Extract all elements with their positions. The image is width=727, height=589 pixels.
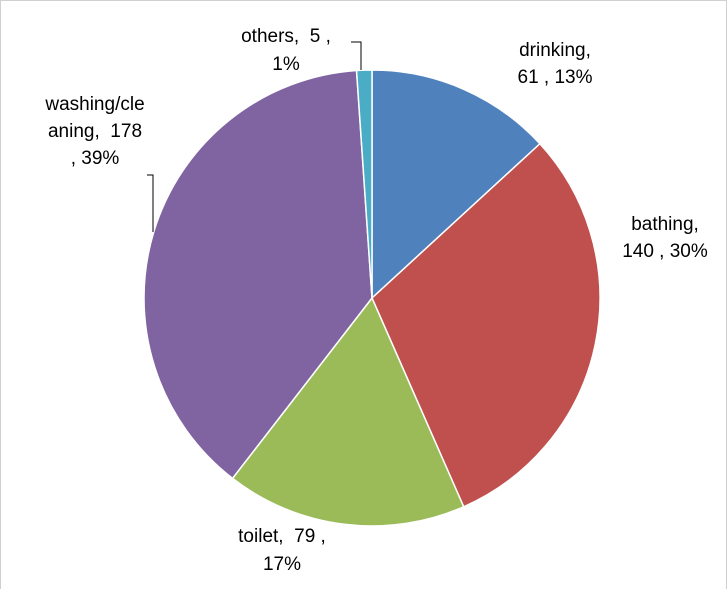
data-label-line: 1% (272, 54, 300, 75)
data-label-line: aning, 178 (48, 121, 142, 142)
data-label-bathing: bathing, 140 , 30% (622, 214, 708, 262)
data-label-washing-cleaning: washing/cle aning, 178 , 39% (44, 94, 144, 169)
pie-slice-others (355, 69, 373, 299)
data-label-line: others, 5 , (241, 26, 331, 47)
leader-line-others (351, 41, 362, 70)
data-label-line: washing/cle (44, 94, 144, 115)
leader-lines (147, 41, 362, 232)
data-label-toilet: toilet, 79 , 17% (238, 526, 326, 575)
data-label-line: 61 , 13% (518, 67, 593, 88)
data-label-line: 140 , 30% (622, 241, 708, 262)
data-label-others: others, 5 , 1% (241, 26, 331, 75)
pie-slice-toilet (231, 297, 465, 527)
pie-slice-washing-cleaning (143, 69, 373, 480)
data-labels: drinking, 61 , 13% bathing, 140 , 30% toilet… (44, 26, 708, 575)
pie-slices (143, 69, 601, 527)
data-label-drinking: drinking, 61 , 13% (518, 40, 593, 88)
pie-slice-bathing (371, 143, 601, 508)
data-label-line: bathing, (631, 214, 699, 235)
leader-line-washing-cleaning (147, 174, 154, 232)
pie-slice-drinking (371, 69, 541, 299)
data-label-line: 17% (263, 554, 301, 575)
data-label-line: , 39% (71, 148, 120, 169)
data-label-line: toilet, 79 , (238, 526, 326, 547)
data-label-line: drinking, (519, 40, 591, 61)
